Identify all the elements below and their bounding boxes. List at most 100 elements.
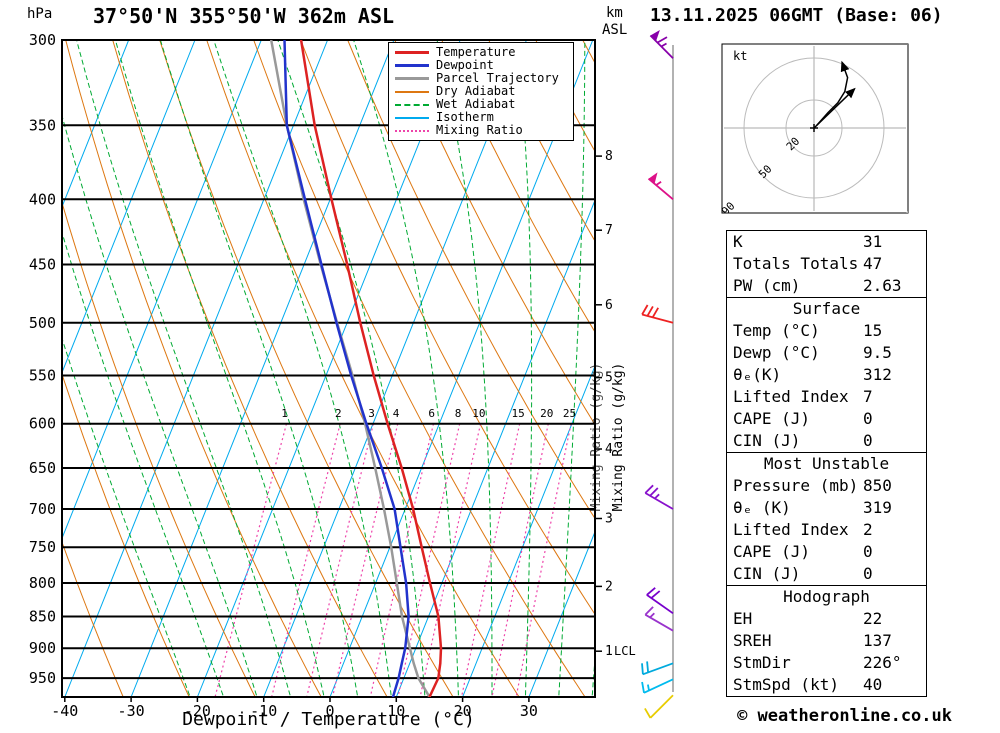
svg-text:1: 1 — [281, 407, 288, 420]
svg-text:10: 10 — [387, 702, 405, 720]
svg-text:800: 800 — [29, 574, 56, 592]
table-row-value: 312 — [863, 365, 892, 384]
table-row: Pressure (mb) 850 — [727, 475, 926, 497]
table-row-label: θₑ(K) — [733, 365, 782, 384]
km-unit-label: km — [606, 5, 623, 21]
table-row-label: θₑ (K) — [733, 498, 791, 517]
table-row: CIN (J) 0 — [727, 430, 926, 452]
svg-text:650: 650 — [29, 459, 56, 477]
svg-text:550: 550 — [29, 367, 56, 385]
table-row-label: Pressure (mb) — [733, 476, 859, 495]
table-row-label: Lifted Index — [733, 520, 849, 539]
stats-table: K 31 Totals Totals 47 PW (cm) 2.63 Surface Temp… — [726, 230, 927, 697]
legend-item-label: Mixing Ratio — [436, 123, 523, 137]
chart-title: 37°50'N 355°50'W 362m ASL — [93, 4, 395, 28]
wind-barb-872 — [644, 606, 674, 632]
mixing-ratio-axis-label: Mixing Ratio (g/kg) — [611, 363, 626, 512]
legend-item: Dewpoint — [395, 59, 567, 72]
svg-text:-30: -30 — [118, 702, 145, 720]
table-row-label: Temp (°C) — [733, 321, 820, 340]
temp-tick-labels: -40 -30 -20 -10 0 10 20 30 — [51, 697, 538, 720]
svg-text:450: 450 — [29, 256, 56, 274]
svg-text:950: 950 — [29, 669, 56, 687]
legend-line-sample — [395, 129, 429, 132]
wind-barb-500 — [641, 304, 674, 324]
table-row-value: 319 — [863, 498, 892, 517]
wind-barb-952 — [641, 678, 674, 694]
table-section-title: Surface — [792, 299, 861, 318]
pressure-unit-label: hPa — [27, 6, 53, 22]
svg-text:700: 700 — [29, 500, 56, 518]
svg-text:0: 0 — [325, 702, 334, 720]
lcl-label: LCL — [614, 644, 636, 658]
sounding-profiles — [269, 40, 443, 697]
svg-text:6: 6 — [428, 407, 435, 420]
svg-text:3: 3 — [368, 407, 375, 420]
km-tick-label: 3 — [605, 512, 613, 527]
table-row-value: 0 — [863, 409, 873, 428]
legend-item: Dry Adiabat — [395, 85, 567, 98]
table-row: Lifted Index 2 — [727, 519, 926, 541]
table-row: PW (cm) 2.63 — [727, 275, 926, 297]
table-row: θₑ(K) 312 — [727, 364, 926, 386]
km-tick-label: 1 — [605, 644, 613, 659]
asl-unit-label: ASL — [602, 22, 628, 38]
table-section: Hodograph EH 22 SREH 137 StmDir 226° StmSpd (kt… — [727, 586, 926, 696]
hodograph-trace — [816, 60, 850, 126]
km-tick-label: 6 — [605, 298, 613, 313]
legend-line-sample — [395, 51, 429, 54]
km-axis: 1 2 3 4 5 6 7 8 LCL — [595, 149, 636, 659]
table-row-value: 47 — [863, 254, 883, 273]
isotherm-lines — [62, 40, 595, 697]
svg-text:2: 2 — [335, 407, 342, 420]
hodograph-ring — [743, 57, 885, 199]
table-row-value: 15 — [863, 321, 883, 340]
table-row: StmSpd (kt) 40 — [727, 674, 926, 696]
legend-item: Temperature — [395, 46, 567, 59]
table-row-label: SREH — [733, 631, 772, 650]
table-row-label: StmDir — [733, 653, 791, 672]
wind-barb-400 — [647, 172, 674, 200]
wet-adiabat-lines — [62, 40, 595, 696]
hodograph-unit-label: kt — [733, 49, 747, 63]
table-row-value: 40 — [863, 675, 883, 694]
hodograph-ring — [785, 99, 843, 157]
svg-text:900: 900 — [29, 639, 56, 657]
pressure-tick-labels: 300 350 400 450 500 550 600 650 700 750 800 850 900 9… — [29, 31, 56, 687]
table-row-value: 9.5 — [863, 343, 892, 362]
dewpoint-curve — [283, 40, 410, 697]
table-section: Most Unstable Pressure (mb) 850 θₑ (K) 319 Li… — [727, 453, 926, 586]
svg-text:25: 25 — [563, 407, 576, 420]
svg-text:4: 4 — [393, 407, 400, 420]
legend-item-label: Dewpoint — [436, 58, 494, 72]
svg-text:850: 850 — [29, 608, 56, 626]
table-row-label: StmSpd (kt) — [733, 675, 839, 694]
km-tick-label: 5 — [605, 371, 613, 386]
table-row-value: 0 — [863, 431, 873, 450]
table-row: CIN (J) 0 — [727, 563, 926, 585]
table-row-label: K — [733, 232, 743, 251]
legend-item-label: Dry Adiabat — [436, 84, 516, 98]
table-row-label: CAPE (J) — [733, 409, 811, 428]
legend-item-label: Wet Adiabat — [436, 97, 516, 111]
wind-barb-980 — [644, 694, 674, 719]
legend-line-sample — [395, 64, 429, 67]
wind-barb-column — [641, 30, 674, 719]
table-row: StmDir 226° — [727, 652, 926, 674]
table-row-value: 2 — [863, 520, 873, 539]
legend-line-sample — [395, 116, 429, 119]
table-section: K 31 Totals Totals 47 PW (cm) 2.63 — [727, 231, 926, 298]
mixing-ratio-axis-label-pink: Mixing Ratio (g/kg) — [589, 363, 604, 512]
svg-text:500: 500 — [29, 314, 56, 332]
km-tick-label: 7 — [605, 223, 613, 238]
table-row: CAPE (J) 0 — [727, 408, 926, 430]
table-row-label: CAPE (J) — [733, 542, 811, 561]
legend-line-sample — [395, 103, 429, 106]
svg-text:300: 300 — [29, 31, 56, 49]
table-row-value: 850 — [863, 476, 892, 495]
legend-item-label: Temperature — [436, 45, 516, 59]
temperature-curve — [299, 40, 443, 697]
legend-item-label: Parcel Trajectory — [436, 71, 559, 85]
